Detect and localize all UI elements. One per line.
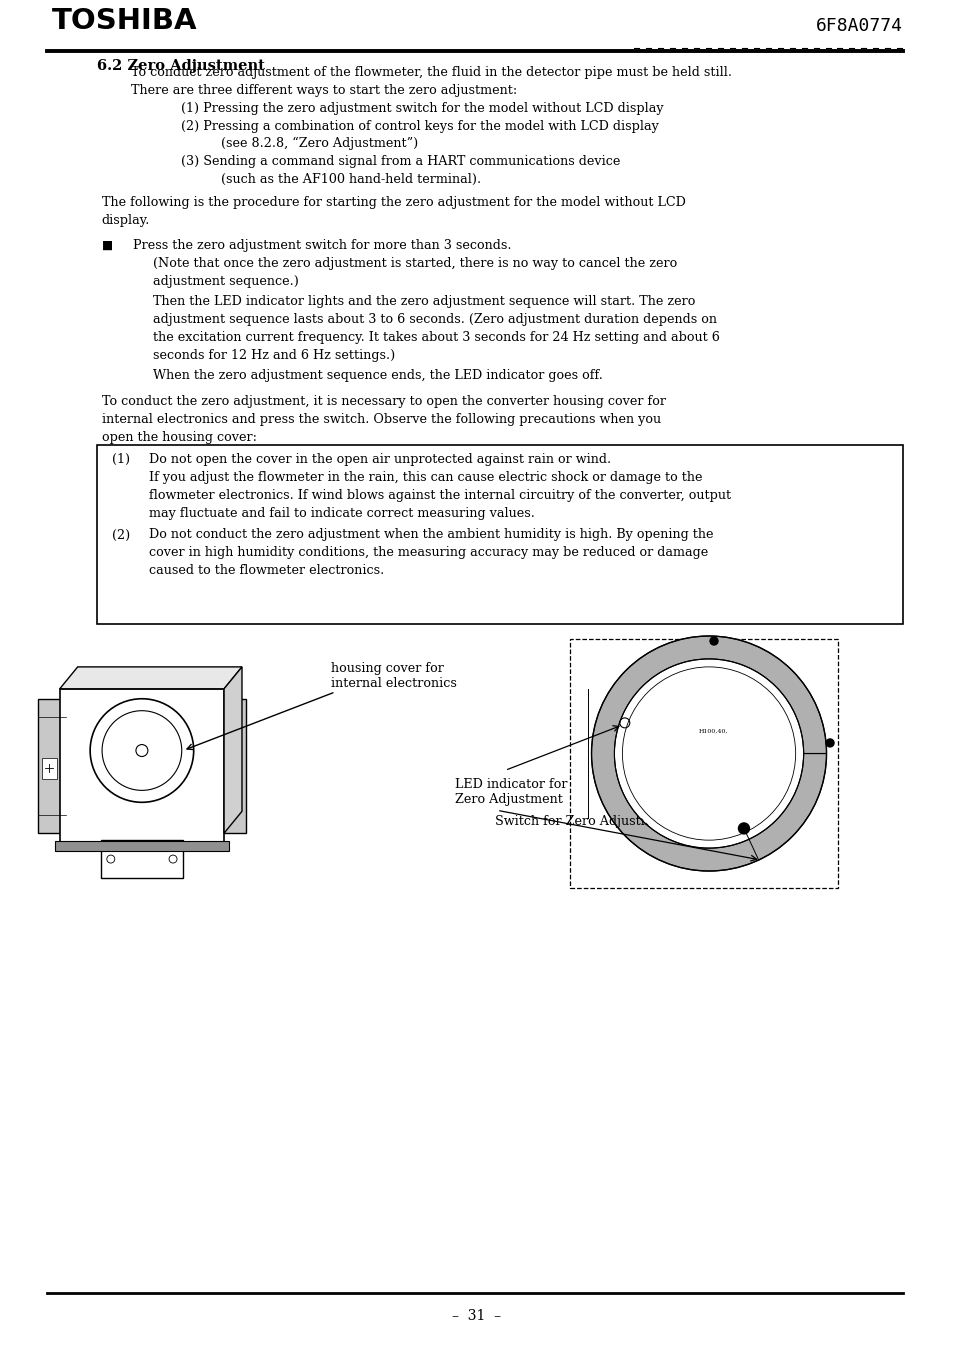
Text: When the zero adjustment sequence ends, the LED indicator goes off.: When the zero adjustment sequence ends, … bbox=[153, 369, 602, 382]
Text: –  31  –: – 31 – bbox=[452, 1309, 501, 1323]
Bar bbox=[569, 639, 838, 888]
Text: 6F8A0774: 6F8A0774 bbox=[816, 16, 902, 35]
Text: LED indicator for
Zero Adjustment: LED indicator for Zero Adjustment bbox=[455, 778, 567, 807]
Bar bbox=[60, 689, 224, 843]
Text: ■: ■ bbox=[101, 239, 112, 251]
Text: internal electronics and press the switch. Observe the following precautions whe: internal electronics and press the switc… bbox=[101, 413, 660, 426]
Text: If you adjust the flowmeter in the rain, this can cause electric shock or damage: If you adjust the flowmeter in the rain,… bbox=[150, 470, 702, 484]
Text: TOSHIBA: TOSHIBA bbox=[51, 7, 197, 35]
Text: Do not open the cover in the open air unprotected against rain or wind.: Do not open the cover in the open air un… bbox=[150, 453, 611, 466]
Circle shape bbox=[709, 638, 718, 644]
Text: 6.2 Zero Adjustment: 6.2 Zero Adjustment bbox=[96, 59, 264, 73]
Text: (such as the AF100 hand-held terminal).: (such as the AF100 hand-held terminal). bbox=[221, 173, 480, 186]
Text: (2): (2) bbox=[112, 528, 130, 542]
Polygon shape bbox=[60, 667, 242, 689]
Text: flowmeter electronics. If wind blows against the internal circuitry of the conve: flowmeter electronics. If wind blows aga… bbox=[150, 489, 731, 501]
Text: display.: display. bbox=[101, 213, 150, 227]
Bar bbox=[54, 842, 229, 851]
Bar bbox=[96, 444, 902, 624]
Bar bbox=[42, 758, 57, 780]
Text: open the housing cover:: open the housing cover: bbox=[101, 431, 256, 444]
Text: housing cover for
internal electronics: housing cover for internal electronics bbox=[331, 662, 456, 690]
Text: (1) Pressing the zero adjustment switch for the model without LCD display: (1) Pressing the zero adjustment switch … bbox=[181, 103, 663, 115]
Text: Switch for Zero Adjustment: Switch for Zero Adjustment bbox=[495, 815, 673, 828]
Circle shape bbox=[825, 739, 833, 747]
Circle shape bbox=[738, 823, 749, 834]
Bar bbox=[224, 698, 246, 834]
Text: (2) Pressing a combination of control keys for the model with LCD display: (2) Pressing a combination of control ke… bbox=[181, 120, 659, 134]
Text: (3) Sending a command signal from a HART communications device: (3) Sending a command signal from a HART… bbox=[181, 155, 620, 168]
Polygon shape bbox=[224, 667, 242, 834]
Text: seconds for 12 Hz and 6 Hz settings.): seconds for 12 Hz and 6 Hz settings.) bbox=[153, 349, 395, 362]
Text: adjustment sequence.): adjustment sequence.) bbox=[153, 274, 299, 288]
Bar bbox=[38, 698, 66, 834]
Text: (see 8.2.8, “Zero Adjustment”): (see 8.2.8, “Zero Adjustment”) bbox=[221, 136, 417, 150]
Text: adjustment sequence lasts about 3 to 6 seconds. (Zero adjustment duration depend: adjustment sequence lasts about 3 to 6 s… bbox=[153, 313, 717, 327]
Text: may fluctuate and fail to indicate correct measuring values.: may fluctuate and fail to indicate corre… bbox=[150, 507, 535, 520]
Text: (1): (1) bbox=[112, 453, 130, 466]
Polygon shape bbox=[591, 636, 825, 871]
Text: To conduct zero adjustment of the flowmeter, the fluid in the detector pipe must: To conduct zero adjustment of the flowme… bbox=[132, 66, 732, 80]
Text: Do not conduct the zero adjustment when the ambient humidity is high. By opening: Do not conduct the zero adjustment when … bbox=[150, 528, 713, 542]
Text: caused to the flowmeter electronics.: caused to the flowmeter electronics. bbox=[150, 565, 384, 577]
Text: Then the LED indicator lights and the zero adjustment sequence will start. The z: Then the LED indicator lights and the ze… bbox=[153, 296, 695, 308]
Text: H100,40,: H100,40, bbox=[699, 728, 728, 734]
Circle shape bbox=[616, 661, 801, 846]
Text: There are three different ways to start the zero adjustment:: There are three different ways to start … bbox=[132, 84, 517, 97]
Bar bbox=[101, 840, 183, 878]
Text: To conduct the zero adjustment, it is necessary to open the converter housing co: To conduct the zero adjustment, it is ne… bbox=[101, 394, 665, 408]
Text: (Note that once the zero adjustment is started, there is no way to cancel the ze: (Note that once the zero adjustment is s… bbox=[153, 257, 677, 270]
Text: The following is the procedure for starting the zero adjustment for the model wi: The following is the procedure for start… bbox=[101, 196, 685, 209]
Text: Press the zero adjustment switch for more than 3 seconds.: Press the zero adjustment switch for mor… bbox=[133, 239, 512, 251]
Text: cover in high humidity conditions, the measuring accuracy may be reduced or dama: cover in high humidity conditions, the m… bbox=[150, 546, 708, 559]
Text: the excitation current frequency. It takes about 3 seconds for 24 Hz setting and: the excitation current frequency. It tak… bbox=[153, 331, 720, 345]
